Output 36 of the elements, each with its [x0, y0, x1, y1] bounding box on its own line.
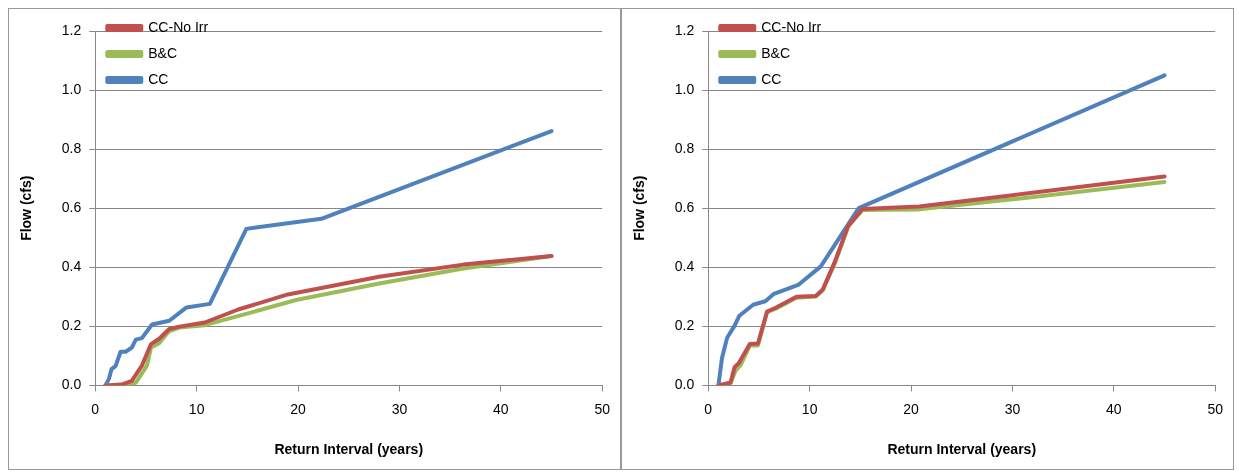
x-tick-label: 40	[1106, 400, 1122, 417]
y-tick-label: 1.2	[674, 21, 695, 38]
x-tick-label: 50	[1207, 400, 1224, 417]
x-tick-label: 20	[903, 400, 920, 417]
y-tick-label: 0.0	[61, 376, 82, 393]
y-tick-label: 0.4	[674, 258, 695, 275]
x-tick-label: 0	[91, 400, 100, 417]
x-tick-label: 30	[1004, 400, 1021, 417]
y-tick-label: 0.0	[674, 376, 695, 393]
y-tick-label: 0.4	[61, 258, 82, 275]
legend-label: CC-No Irr	[761, 18, 822, 35]
x-tick-label: 10	[188, 400, 205, 417]
y-tick-label: 0.8	[61, 139, 82, 156]
y-tick-label: 0.2	[61, 317, 82, 334]
y-tick-label: 0.6	[61, 199, 82, 216]
legend-label: CC	[148, 70, 169, 87]
legend-label: B&C	[761, 44, 791, 61]
x-tick-label: 30	[391, 400, 408, 417]
y-tick-label: 1.0	[61, 80, 82, 97]
y-tick-label: 0.2	[674, 317, 695, 334]
legend-label: CC-No Irr	[148, 18, 209, 35]
y-axis-title: Flow (cfs)	[18, 175, 35, 241]
x-tick-label: 0	[704, 400, 713, 417]
y-axis-title: Flow (cfs)	[631, 175, 648, 241]
y-tick-label: 1.2	[61, 21, 82, 38]
x-axis-title: Return Interval (years)	[887, 441, 1037, 458]
x-tick-label: 10	[801, 400, 818, 417]
legend-label: CC	[761, 70, 782, 87]
legend-label: B&C	[148, 44, 178, 61]
x-tick-label: 20	[290, 400, 307, 417]
x-tick-label: 50	[594, 400, 611, 417]
x-axis-title: Return Interval (years)	[274, 441, 424, 458]
y-tick-label: 1.0	[674, 80, 695, 97]
y-tick-label: 0.6	[674, 199, 695, 216]
y-tick-label: 0.8	[674, 139, 695, 156]
x-tick-label: 40	[493, 400, 509, 417]
